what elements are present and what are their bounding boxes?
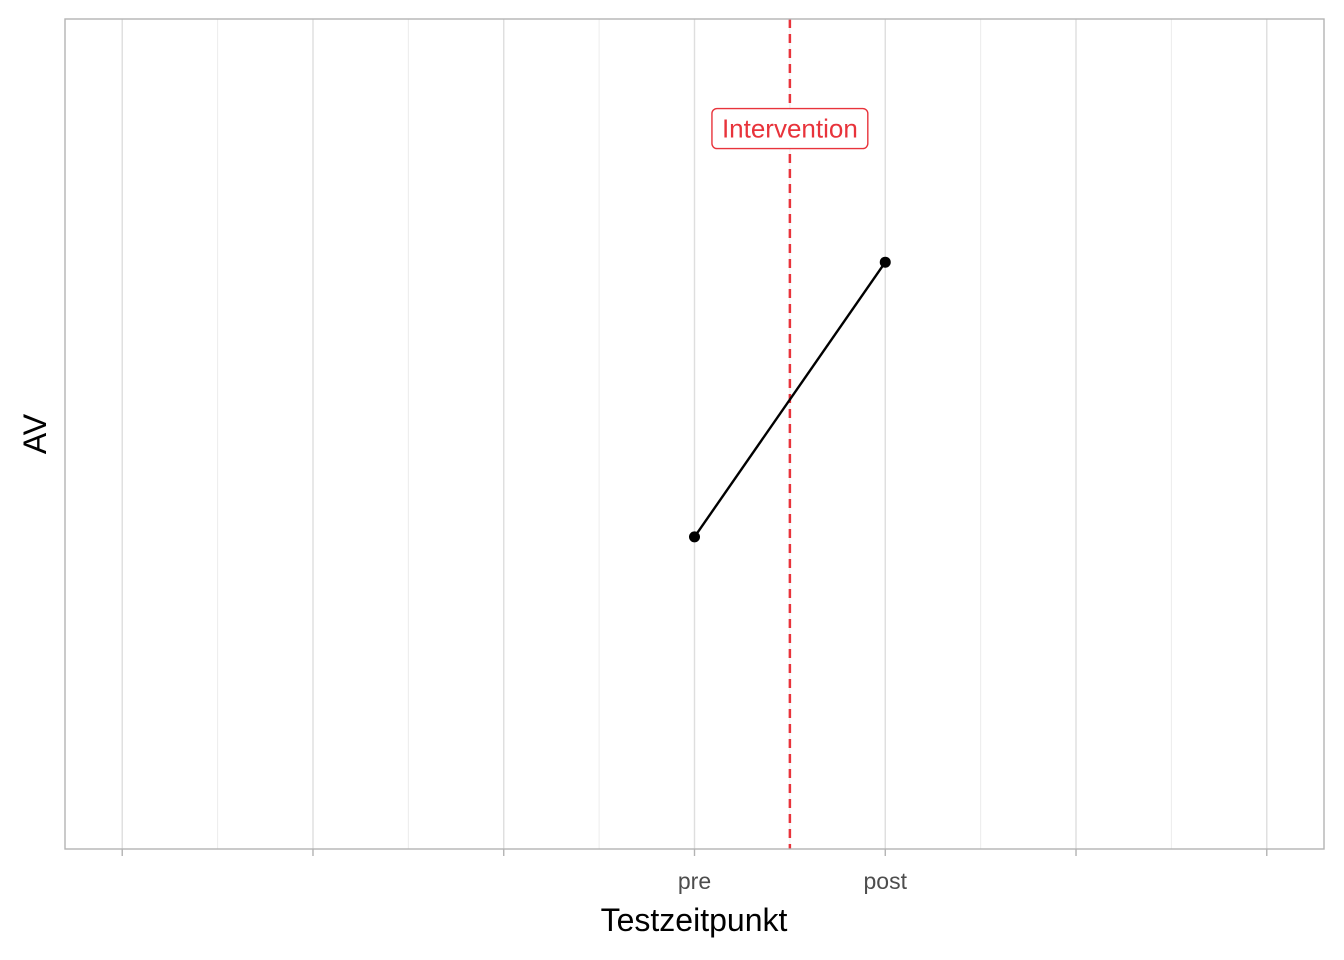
x-axis-ticks	[121, 849, 1268, 856]
x-tick-label-post: post	[864, 868, 908, 894]
grid-major	[121, 19, 1268, 849]
x-axis-labels: pre post	[678, 868, 908, 894]
series-group	[689, 256, 891, 543]
data-point-pre	[689, 531, 700, 543]
x-axis-title: Testzeitpunkt	[601, 902, 788, 938]
intervention-annotation: Intervention	[711, 107, 869, 150]
y-axis-title: AV	[17, 413, 53, 454]
data-point-post	[879, 256, 891, 268]
series-line	[693, 261, 887, 538]
x-tick-label-pre: pre	[678, 868, 711, 894]
annotation-box	[711, 107, 869, 150]
annotation-label: Intervention	[722, 114, 858, 144]
